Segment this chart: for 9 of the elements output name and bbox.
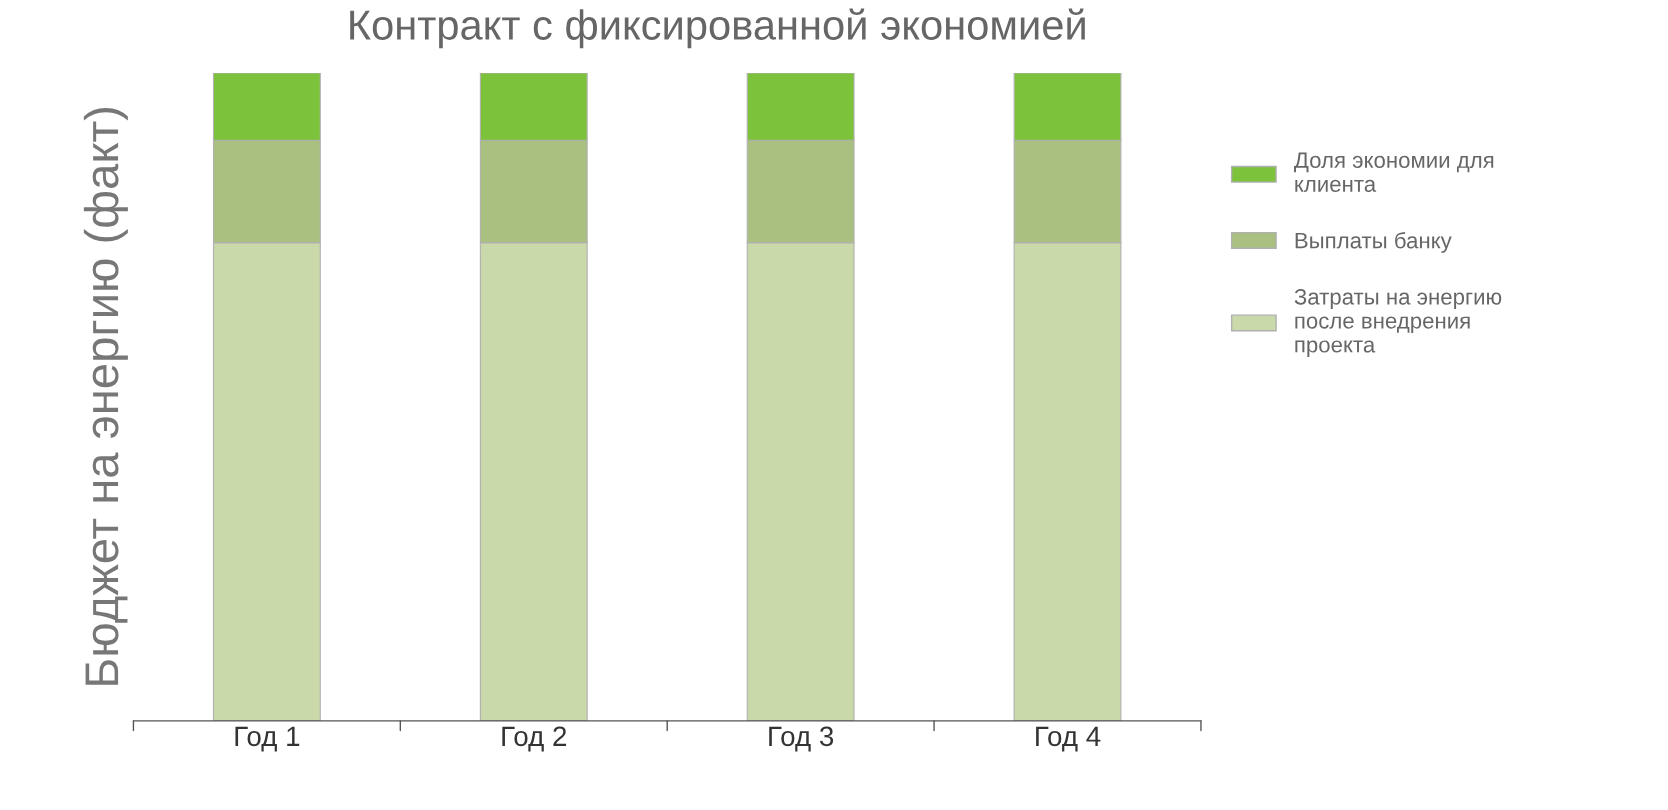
legend-label: Доля экономии для клиента — [1294, 152, 1494, 192]
y-axis-title: Бюджет на энергию (факт) — [83, 108, 128, 685]
legend-label: Затраты на энергию после внедрения проекта — [1294, 288, 1502, 357]
x-tick-label: Год 3 — [769, 726, 834, 752]
legend-label: Выплаты банку — [1295, 231, 1452, 253]
chart-title: Контракт с фиксированной экономией — [350, 8, 1085, 49]
x-tick-label: Год 1 — [235, 726, 300, 752]
x-tick-label: Год 4 — [1036, 726, 1101, 752]
x-tick-label: Год 2 — [502, 726, 567, 752]
